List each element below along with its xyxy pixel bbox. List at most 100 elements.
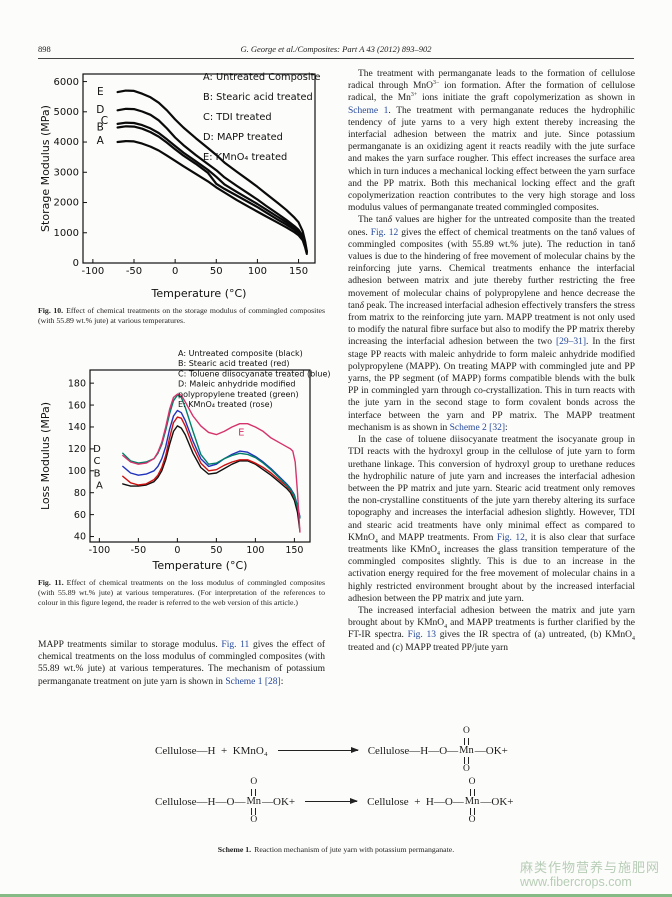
svg-text:E: KMnO₄ treated: E: KMnO₄ treated [203, 152, 287, 163]
fig10-caption-label: Fig. 10. [38, 306, 64, 315]
svg-text:40: 40 [74, 532, 86, 543]
scheme1-caption-label: Scheme 1. [217, 845, 252, 854]
svg-text:-100: -100 [89, 545, 111, 556]
svg-text:1000: 1000 [54, 228, 79, 239]
reaction-arrow-icon [305, 797, 359, 804]
running-header: G. George et al./Composites: Part A 43 (… [240, 44, 432, 54]
page-number: 898 [38, 44, 51, 54]
header-rule [38, 58, 634, 59]
scheme-formula-text: Cellulose—H—O— [155, 795, 246, 808]
fig11-caption-text: Effect of chemical treatments on the los… [38, 578, 325, 607]
svg-text:A: A [97, 135, 105, 147]
svg-text:0: 0 [73, 258, 79, 269]
scheme-right-side: Cellulose—H—O— O Mn O —OK+ [367, 726, 508, 775]
watermark: 麻类作物营养与施肥网 www.fibercrops.com [519, 860, 660, 890]
mn-complex: O Mn O [459, 726, 474, 774]
svg-text:100: 100 [246, 545, 264, 556]
svg-text:80: 80 [74, 488, 86, 499]
scheme-formula-text: Cellulose—H—O— [367, 744, 459, 757]
scheme1-caption: Scheme 1. Reaction mechanism of jute yarn… [0, 845, 672, 854]
fig10-caption-text: Effect of chemical treatments on the sto… [38, 306, 325, 325]
watermark-chinese-text: 麻类作物营养与施肥网 [519, 860, 660, 875]
svg-text:D: D [93, 444, 101, 455]
svg-text:B: Stearic acid treated: B: Stearic acid treated [203, 92, 313, 103]
svg-text:4000: 4000 [54, 137, 79, 148]
svg-text:3000: 3000 [54, 167, 79, 178]
svg-text:D: Maleic anhydride modified: D: Maleic anhydride modified [178, 380, 295, 389]
fig11-caption-label: Fig. 11. [38, 578, 64, 587]
svg-text:Temperature (°C): Temperature (°C) [151, 287, 247, 300]
svg-text:B: B [97, 122, 104, 134]
scheme-formula-text: —OK+ [474, 744, 508, 757]
svg-text:C: C [101, 115, 108, 127]
svg-text:-100: -100 [82, 266, 105, 277]
svg-text:140: 140 [68, 422, 86, 433]
svg-text:A: Untreated Composite: A: Untreated Composite [203, 72, 321, 83]
scheme-formula-text: Cellulose + H—O— [367, 795, 464, 808]
svg-text:E: E [97, 86, 104, 98]
scheme-right-side: Cellulose + H—O— O Mn O —OK+ [367, 777, 514, 826]
svg-text:150: 150 [285, 545, 303, 556]
svg-text:A: A [96, 480, 103, 491]
svg-text:-50: -50 [126, 266, 142, 277]
svg-text:50: 50 [210, 545, 222, 556]
svg-text:-50: -50 [131, 545, 147, 556]
svg-text:180: 180 [68, 378, 86, 389]
svg-text:120: 120 [68, 444, 86, 455]
svg-text:A: Untreated composite (black): A: Untreated composite (black) [178, 349, 303, 358]
scheme-left-side: Cellulose—H—O— O Mn O —OK+ [155, 777, 296, 826]
body-paragraph-2: The tanδ values are higher for the untre… [348, 215, 636, 433]
svg-text:100: 100 [68, 466, 86, 477]
scheme1-reaction-row-2: Cellulose—H—O— O Mn O —OK+ Cellulose + H—O— O… [155, 777, 514, 826]
body-paragraph-4: The increased interfacial adhesion betwe… [348, 605, 636, 653]
svg-text:E: E [238, 428, 244, 439]
right-column: The treatment with permanganate leads to… [348, 68, 635, 654]
fig10-caption: Fig. 10. Effect of chemical treatments on… [38, 306, 325, 326]
svg-text:B: Stearic acid treated (red): B: Stearic acid treated (red) [178, 359, 289, 368]
svg-text:0: 0 [174, 545, 180, 556]
svg-text:C: Toluene diisocyanate treate: C: Toluene diisocyanate treated (blue) [178, 369, 330, 378]
body-paragraph-3: In the case of toluene diisocyanate trea… [348, 435, 636, 604]
svg-text:E: KMnO₄ treated (rose): E: KMnO₄ treated (rose) [178, 400, 273, 409]
citation-link[interactable]: [28] [264, 676, 281, 687]
svg-text:Loss Modulus (MPa): Loss Modulus (MPa) [39, 402, 52, 510]
svg-text:Temperature (°C): Temperature (°C) [152, 559, 248, 572]
svg-text:D: D [96, 104, 104, 116]
citation-link[interactable]: Scheme 1 [348, 105, 389, 116]
citation-link[interactable]: Fig. 12 [496, 532, 525, 543]
citation-link[interactable]: Fig. 13 [407, 630, 436, 641]
watermark-url: www.fibercrops.com [519, 875, 632, 889]
citation-link[interactable]: Scheme 1 [225, 676, 263, 687]
svg-text:100: 100 [248, 266, 267, 277]
body-paragraph-1: The treatment with permanganate leads to… [348, 69, 636, 214]
scheme-formula-text: —OK+ [262, 795, 296, 808]
citation-link[interactable]: Scheme 2 [449, 422, 487, 433]
scheme-formula-text: Cellulose—H + KMnO₄ [155, 744, 268, 757]
scheme1-reaction-row-1: Cellulose—H + KMnO₄ Cellulose—H—O— O Mn O —O… [155, 726, 508, 775]
mn-complex: O Mn O [246, 777, 262, 825]
svg-text:C: TDI treated: C: TDI treated [203, 112, 272, 123]
reaction-arrow-icon [277, 746, 359, 753]
scheme1-caption-text: Reaction mechanism of jute yarn with pot… [254, 845, 455, 854]
citation-link[interactable]: Fig. 12 [370, 227, 399, 238]
svg-text:5000: 5000 [54, 107, 79, 118]
fig10-storage-modulus-chart: -100 -50 0 50 100 150 0 1000 2000 3000 4000 5000 600… [39, 72, 321, 300]
fig11-caption: Fig. 11. Effect of chemical treatments on… [38, 578, 325, 607]
citation-link[interactable]: [29–31] [555, 337, 587, 348]
citation-link[interactable]: [32] [489, 422, 505, 433]
bottom-green-bar [0, 894, 672, 897]
svg-text:polypropylene treated (green): polypropylene treated (green) [178, 390, 299, 399]
svg-text:B: B [94, 468, 101, 479]
scheme-formula-text: —OK+ [480, 795, 514, 808]
svg-text:0: 0 [172, 266, 178, 277]
svg-text:D: MAPP treated: D: MAPP treated [203, 132, 283, 143]
svg-text:50: 50 [210, 266, 223, 277]
left-column-paragraph: MAPP treatments similar to storage modul… [38, 640, 325, 687]
svg-text:C: C [94, 456, 101, 467]
citation-link[interactable]: Fig. 11 [221, 640, 250, 650]
svg-text:2000: 2000 [54, 198, 79, 209]
svg-text:6000: 6000 [54, 77, 79, 88]
svg-text:150: 150 [289, 266, 308, 277]
fig11-loss-modulus-chart: -100 -50 0 50 100 150406080100120140160180DCB… [39, 349, 330, 572]
